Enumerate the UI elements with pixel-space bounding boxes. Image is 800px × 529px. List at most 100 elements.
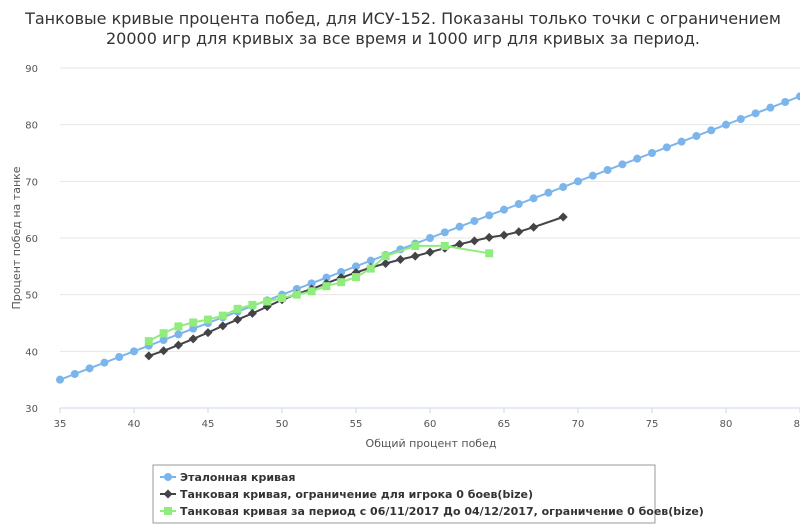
data-point[interactable]	[514, 227, 524, 237]
data-point[interactable]	[189, 318, 198, 327]
legend-item-period-curve[interactable]: Танковая кривая за период с 06/11/2017 Д…	[160, 505, 704, 518]
data-point[interactable]	[100, 358, 109, 367]
legend-item-tank-curve[interactable]: Танковая кривая, ограничение для игрока …	[160, 488, 533, 501]
chart-title-line-1: Танковые кривые процента побед, для ИСУ-…	[24, 9, 781, 28]
data-point[interactable]	[544, 188, 553, 197]
data-point[interactable]	[751, 109, 760, 118]
data-point[interactable]	[174, 322, 183, 331]
x-tick-label: 80	[720, 419, 733, 430]
data-point[interactable]	[781, 98, 790, 106]
series-line	[148, 216, 564, 357]
data-point[interactable]	[736, 115, 745, 123]
data-point[interactable]	[707, 126, 716, 135]
data-point[interactable]	[307, 287, 316, 296]
series-2	[144, 241, 494, 346]
data-point[interactable]	[278, 294, 286, 303]
data-point[interactable]	[618, 160, 627, 169]
data-point[interactable]	[337, 268, 346, 276]
data-point[interactable]	[159, 346, 169, 356]
data-point[interactable]	[366, 256, 375, 265]
data-point[interactable]	[85, 364, 94, 373]
legend-label-tank-curve: Танковая кривая, ограничение для игрока …	[180, 488, 533, 501]
data-point[interactable]	[70, 370, 79, 378]
data-point[interactable]	[159, 336, 168, 344]
x-tick-label: 8	[794, 419, 800, 430]
x-tick-label: 50	[276, 419, 289, 430]
data-point[interactable]	[766, 103, 775, 112]
data-point[interactable]	[337, 278, 346, 287]
data-point[interactable]	[218, 321, 228, 331]
data-point[interactable]	[514, 200, 523, 208]
data-point[interactable]	[381, 252, 390, 261]
x-tick-label: 65	[498, 419, 511, 430]
x-tick-label: 55	[350, 419, 363, 430]
legend-marker-diamond-icon	[163, 489, 173, 499]
legend-item-reference[interactable]: Эталонная кривая	[160, 471, 296, 484]
data-point[interactable]	[485, 211, 494, 220]
data-point[interactable]	[352, 273, 360, 282]
data-point[interactable]	[559, 183, 568, 191]
data-point[interactable]	[307, 279, 316, 288]
data-point[interactable]	[500, 205, 508, 214]
data-point[interactable]	[426, 234, 434, 242]
data-point[interactable]	[440, 228, 449, 237]
data-point[interactable]	[263, 297, 272, 306]
data-point[interactable]	[558, 212, 568, 222]
data-point[interactable]	[677, 137, 686, 146]
data-point[interactable]	[692, 132, 701, 140]
data-point[interactable]	[248, 300, 257, 309]
data-point[interactable]	[188, 334, 198, 344]
x-tick-label: 40	[128, 419, 141, 430]
data-point[interactable]	[485, 249, 494, 258]
data-point[interactable]	[395, 255, 405, 265]
data-point[interactable]	[173, 340, 183, 350]
data-point[interactable]	[529, 222, 539, 232]
data-point[interactable]	[425, 247, 435, 257]
data-point[interactable]	[204, 315, 212, 324]
data-point[interactable]	[189, 324, 198, 333]
data-point[interactable]	[159, 329, 168, 338]
data-point[interactable]	[662, 143, 671, 152]
data-point[interactable]	[470, 217, 479, 225]
y-tick-label: 70	[25, 177, 38, 188]
data-point[interactable]	[410, 251, 420, 261]
data-point[interactable]	[56, 375, 64, 384]
data-point[interactable]	[218, 311, 227, 320]
data-point[interactable]	[633, 154, 642, 163]
data-point[interactable]	[292, 290, 301, 299]
data-point[interactable]	[484, 232, 494, 242]
chart-title-line-2: 20000 игр для кривых за все время и 1000…	[106, 29, 700, 48]
data-point[interactable]	[574, 177, 582, 186]
x-tick-label: 45	[202, 419, 215, 430]
data-point[interactable]	[796, 92, 800, 101]
data-point[interactable]	[440, 241, 449, 250]
data-point[interactable]	[174, 330, 183, 339]
data-point[interactable]	[529, 194, 538, 203]
data-point[interactable]	[115, 353, 124, 361]
legend-marker-square-icon	[164, 507, 172, 515]
data-point[interactable]	[233, 304, 242, 313]
data-point[interactable]	[469, 236, 479, 246]
data-point[interactable]	[322, 273, 331, 282]
data-point[interactable]	[144, 337, 153, 346]
data-point[interactable]	[648, 149, 656, 157]
data-point[interactable]	[381, 259, 391, 268]
legend-box	[152, 464, 656, 524]
data-point[interactable]	[322, 282, 331, 291]
data-point[interactable]	[247, 308, 257, 318]
data-point[interactable]	[722, 120, 730, 129]
data-point[interactable]	[130, 347, 138, 356]
data-point[interactable]	[411, 241, 420, 250]
data-point[interactable]	[603, 166, 612, 174]
legend: Эталонная кривая Танковая кривая, ограни…	[152, 464, 704, 524]
data-point[interactable]	[588, 171, 597, 180]
data-point[interactable]	[144, 351, 154, 361]
data-point[interactable]	[499, 230, 509, 240]
data-point[interactable]	[233, 315, 243, 325]
data-point[interactable]	[455, 239, 465, 249]
data-point[interactable]	[352, 262, 360, 271]
data-point[interactable]	[366, 264, 375, 273]
data-point[interactable]	[455, 222, 464, 231]
data-point[interactable]	[203, 328, 213, 338]
